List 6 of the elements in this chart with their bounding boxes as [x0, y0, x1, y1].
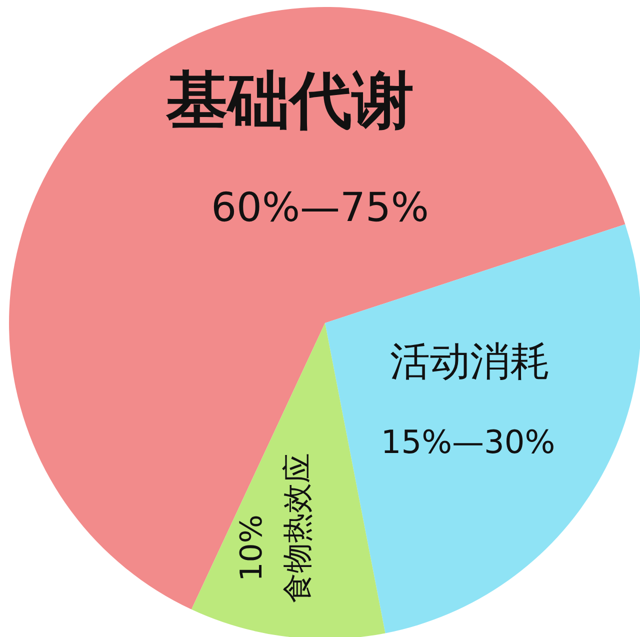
data-label: 10% [234, 514, 270, 582]
slice-label: 食物热效应 [280, 453, 316, 603]
slice-label: 活动消耗 [390, 339, 550, 385]
slice-label: 基础代谢 [165, 64, 414, 136]
text: 15%—30% [380, 423, 556, 461]
text: 60%—75% [211, 185, 429, 231]
